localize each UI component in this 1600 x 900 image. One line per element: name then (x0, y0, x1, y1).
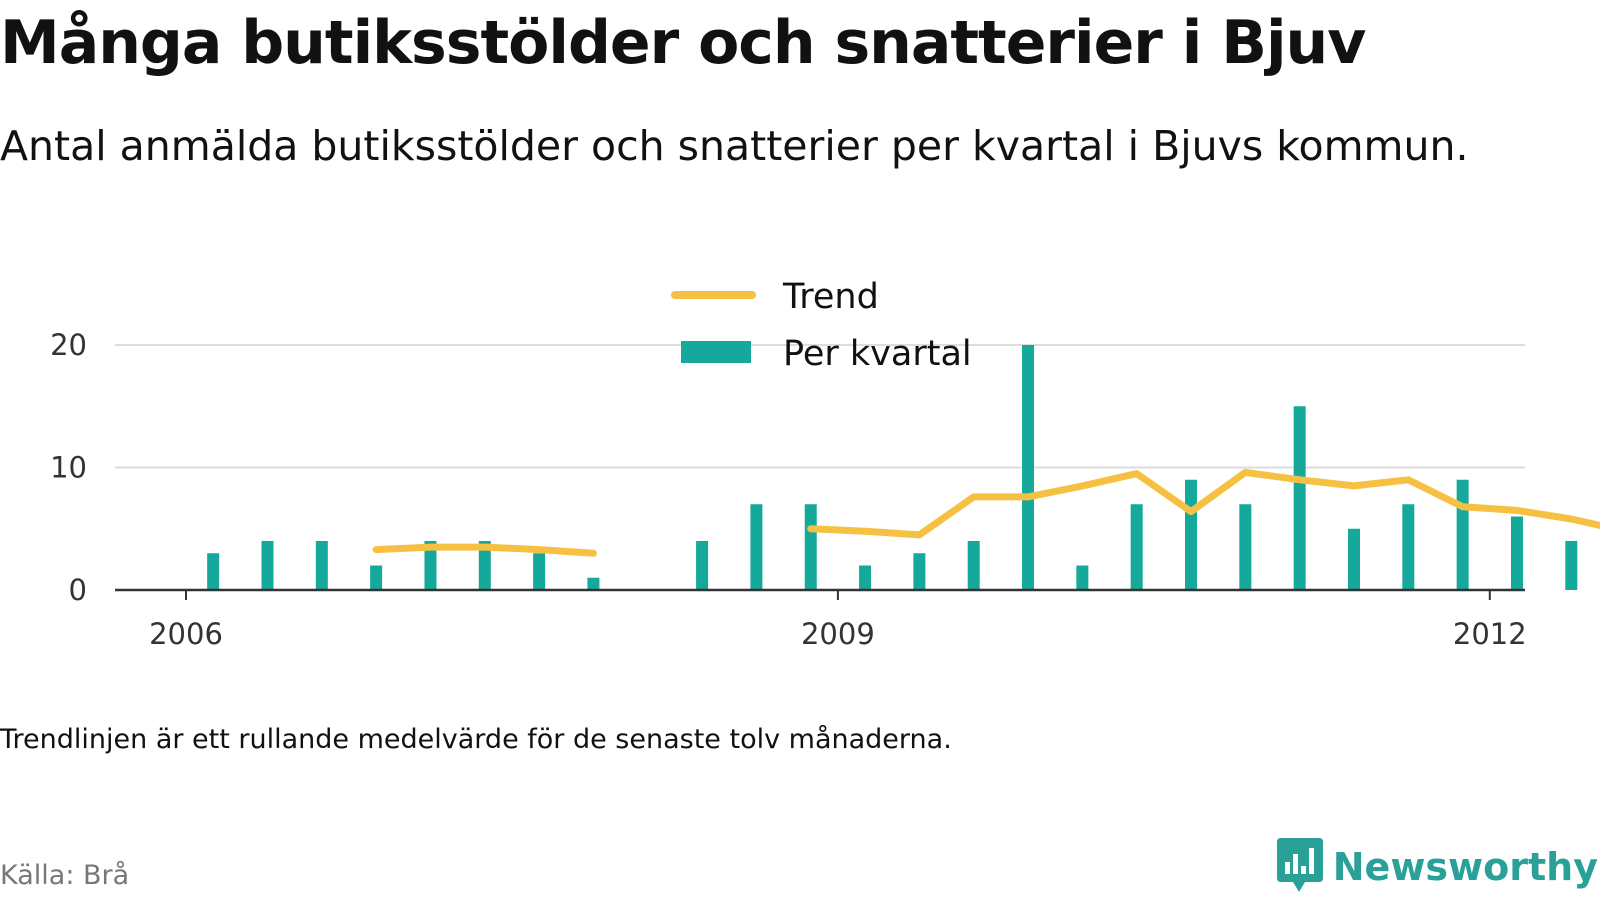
legend-trend-label: Trend (782, 277, 879, 317)
bar (1185, 479, 1198, 590)
y-tick-label: 20 (50, 328, 87, 362)
bar (913, 553, 926, 590)
source-credit: Källa: Brå (0, 860, 130, 891)
bar (1076, 565, 1089, 590)
legend: Trend Per kvartal (671, 277, 972, 374)
chart-subtitle: Antal anmälda butiksstölder och snatteri… (0, 122, 1469, 170)
axes: 010202006200920122015201820212023 (50, 328, 1527, 651)
trend-line (372, 543, 597, 557)
bar (1510, 516, 1523, 590)
bar (1456, 479, 1469, 590)
trend-series (372, 468, 1600, 557)
bar (1293, 406, 1306, 590)
chart-title: Många butiksstölder och snatterier i Bju… (0, 8, 1366, 78)
bar (587, 577, 600, 590)
bar (696, 541, 709, 590)
footnote: Trendlinjen är ett rullande medelvärde f… (0, 724, 952, 755)
bar (424, 541, 437, 590)
brand-logo: Newsworthy (1275, 836, 1598, 898)
bar-series (207, 345, 1578, 590)
bar (1565, 541, 1578, 590)
bar (478, 541, 491, 590)
bar (1130, 504, 1143, 590)
legend-bars-label: Per kvartal (783, 334, 972, 374)
x-tick-label: 2012 (1453, 617, 1527, 651)
bar-chart-bubble-icon (1275, 836, 1325, 898)
x-tick-label: 2009 (801, 617, 875, 651)
y-tick-label: 0 (69, 573, 87, 607)
bar (1347, 528, 1360, 590)
bar (315, 541, 328, 590)
bar (967, 541, 980, 590)
bar (750, 504, 763, 590)
x-tick-label: 2006 (149, 617, 223, 651)
gridlines (115, 344, 1525, 469)
bar (859, 565, 872, 590)
y-tick-label: 10 (50, 451, 87, 485)
bar (533, 553, 546, 590)
bar (804, 504, 817, 590)
brand-name: Newsworthy (1332, 845, 1598, 889)
legend-bars-swatch (681, 341, 751, 363)
bar (207, 553, 220, 590)
bar (1239, 504, 1252, 590)
trend-line (807, 468, 1600, 539)
bar (1402, 504, 1415, 590)
bar (1022, 345, 1035, 590)
bar (370, 565, 383, 590)
bar (261, 541, 274, 590)
